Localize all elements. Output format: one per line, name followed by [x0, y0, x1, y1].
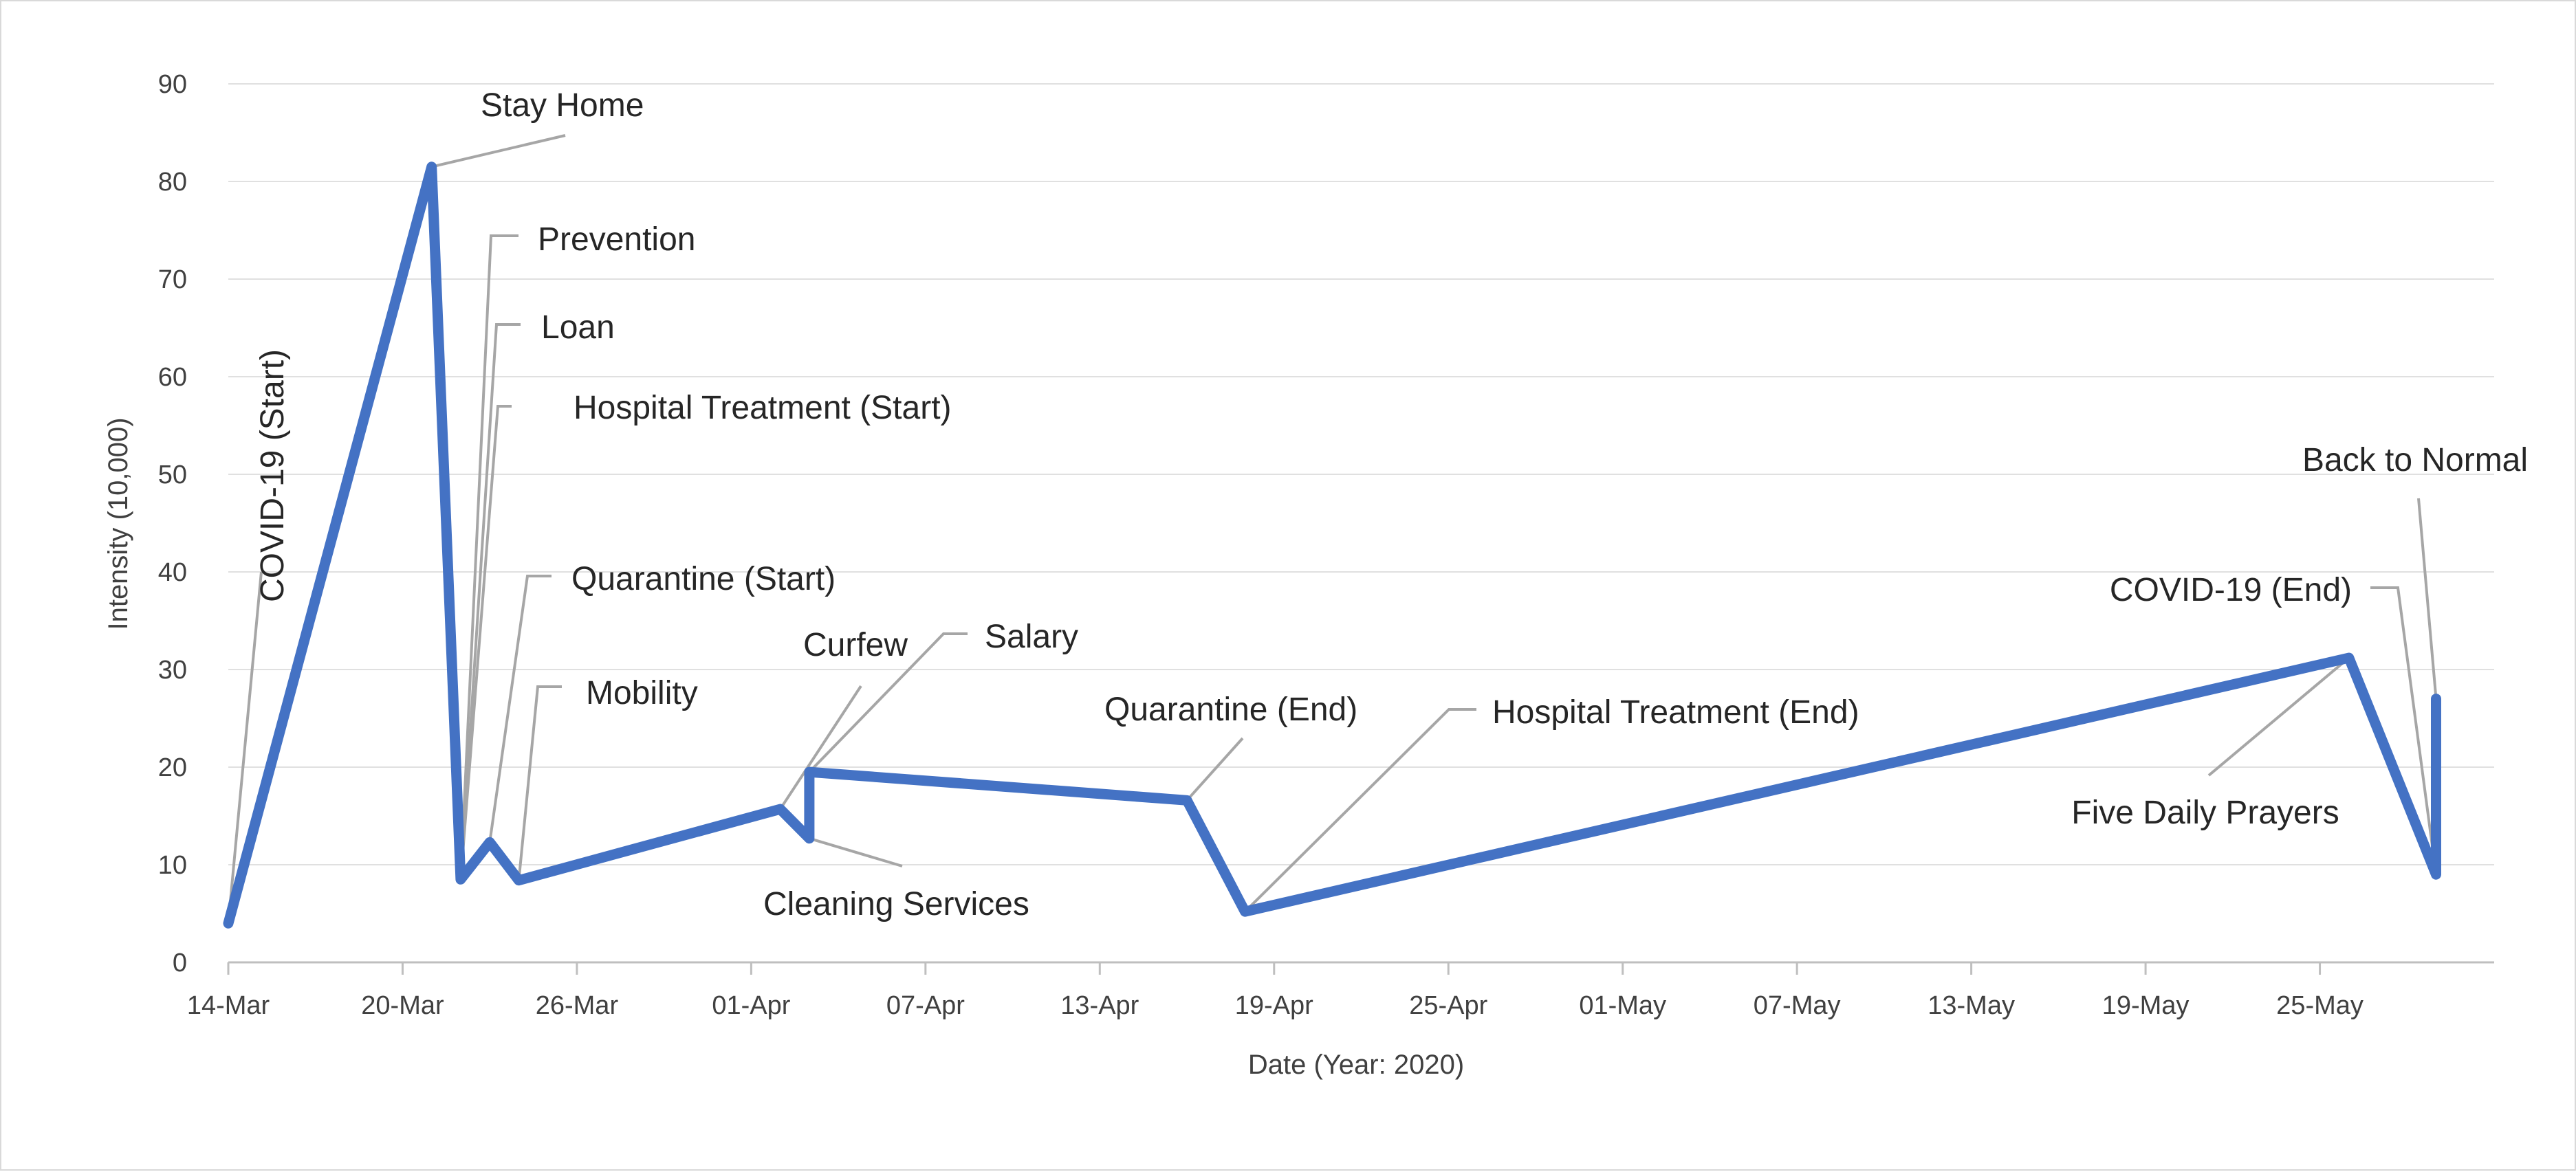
- annotation-leader: [778, 685, 862, 810]
- y-tick-label: 50: [158, 461, 187, 489]
- x-tick-label: 25-May: [2276, 991, 2364, 1020]
- y-tick-label: 40: [158, 558, 187, 587]
- x-tick-label: 13-Apr: [1060, 991, 1139, 1020]
- x-tick-label: 26-Mar: [536, 991, 619, 1020]
- data-point: [226, 921, 230, 926]
- y-tick-label: 80: [158, 168, 187, 197]
- data-point: [1185, 798, 1190, 803]
- data-point: [429, 164, 434, 169]
- annotation-leader: [2370, 586, 2438, 875]
- annotation-leader: [2417, 498, 2438, 699]
- annotation-leader: [2207, 656, 2350, 777]
- annotation-label: Prevention: [538, 221, 695, 258]
- data-point: [807, 770, 811, 775]
- annotation-leader: [227, 571, 263, 924]
- x-tick-label: 19-May: [2102, 991, 2190, 1020]
- y-tick-label: 0: [173, 949, 187, 977]
- annotation-label: COVID-19 (Start): [254, 349, 291, 602]
- annotation-label: COVID-19 (End): [2110, 572, 2352, 608]
- annotation-label: Stay Home: [481, 87, 644, 124]
- annotation-label: Back to Normal: [2302, 442, 2528, 478]
- y-tick-label: 30: [158, 656, 187, 685]
- x-tick-label: 14-Mar: [187, 991, 270, 1020]
- x-tick-label: 07-May: [1754, 991, 1841, 1020]
- annotation-leader: [431, 134, 566, 168]
- x-tick-label: 19-Apr: [1235, 991, 1313, 1020]
- annotation-leader: [808, 632, 968, 773]
- x-axis-title: Date (Year: 2020): [1248, 1050, 1464, 1080]
- annotation-label: Hospital Treatment (End): [1492, 694, 1859, 731]
- y-tick-label: 70: [158, 265, 187, 294]
- data-point: [2346, 655, 2351, 660]
- data-point: [488, 840, 492, 845]
- annotation-label: Curfew: [803, 627, 908, 663]
- annotation-label: Quarantine (End): [1104, 692, 1357, 728]
- annotation-leader: [517, 685, 562, 881]
- data-point: [2434, 696, 2438, 701]
- x-tick-label: 20-Mar: [361, 991, 444, 1020]
- annotation-leader: [488, 575, 552, 843]
- data-point: [458, 877, 463, 882]
- annotation-leaders: [227, 134, 2438, 924]
- y-axis-title: Intensity (10,000): [103, 417, 133, 630]
- annotation-label: Quarantine (Start): [571, 561, 836, 597]
- annotation-leader: [1244, 708, 1476, 913]
- annotation-label: Hospital Treatment (Start): [574, 390, 952, 426]
- data-point: [778, 807, 783, 812]
- annotation-label: Salary: [985, 619, 1078, 655]
- data-point: [1243, 909, 1247, 914]
- annotation-leader: [459, 405, 512, 880]
- annotation-leader: [459, 323, 521, 880]
- x-tick-label: 01-May: [1579, 991, 1666, 1020]
- annotation-leader: [459, 234, 519, 880]
- data-point: [516, 878, 521, 883]
- annotation-label: Loan: [541, 309, 615, 346]
- annotation-label: Cleaning Services: [763, 886, 1029, 922]
- y-tick-label: 90: [158, 70, 187, 99]
- y-tick-label: 10: [158, 851, 187, 880]
- x-tick-label: 25-Apr: [1409, 991, 1487, 1020]
- data-point: [2434, 872, 2438, 877]
- annotation-label: Five Daily Prayers: [2071, 795, 2339, 831]
- y-tick-label: 20: [158, 753, 187, 782]
- gridlines: [228, 83, 2494, 865]
- x-tick-label: 01-Apr: [712, 991, 790, 1020]
- annotation-labels: COVID-19 (Start) Stay Home Prevention Loan H…: [254, 87, 2528, 922]
- annotation-leader: [1186, 737, 1244, 801]
- annotation-label: Mobility: [586, 675, 698, 711]
- data-point: [807, 836, 811, 841]
- series: [223, 162, 2441, 929]
- y-tick-label: 60: [158, 363, 187, 392]
- axes: 0 10 20 30 40 50 60 70 80 90 14-Mar 20-Mar 26-Mar 01-…: [158, 70, 2494, 1020]
- x-tick-label: 07-Apr: [886, 991, 965, 1020]
- x-tick-label: 13-May: [1928, 991, 2015, 1020]
- annotation-leader: [809, 837, 903, 867]
